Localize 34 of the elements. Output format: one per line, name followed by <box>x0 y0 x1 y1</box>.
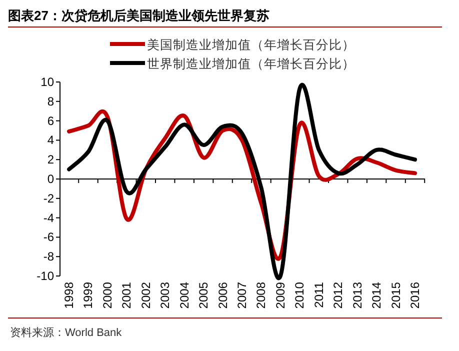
y-tick-label: 4 <box>47 133 54 148</box>
x-tick-label: 2008 <box>254 282 268 309</box>
y-tick-label: 2 <box>47 152 54 167</box>
x-tick-label: 2009 <box>273 282 288 309</box>
y-tick-label: -2 <box>43 191 54 206</box>
x-tick-label: 2013 <box>350 282 364 309</box>
x-tick-label: 2007 <box>235 282 249 309</box>
x-tick-label: 1999 <box>81 282 96 309</box>
x-tick-label: 2011 <box>312 282 326 308</box>
x-tick-label: 2010 <box>292 282 307 309</box>
x-tick-label: 2015 <box>388 282 403 309</box>
text: 资料来源：World Bank <box>10 326 122 339</box>
x-tick-label: 2003 <box>158 282 172 309</box>
x-tick-label: 1998 <box>62 282 76 309</box>
x-tick-label: 2001 <box>120 282 134 309</box>
chart-title: 图表27：次贷危机后美国制造业领先世界复苏 <box>8 8 270 23</box>
y-tick-label: 10 <box>40 75 54 89</box>
y-tick-label: 8 <box>47 94 54 108</box>
y-tick-label: -6 <box>43 230 54 244</box>
legend-label: 世界制造业增加值（年增长百分比） <box>147 57 355 71</box>
x-tick-label: 2006 <box>216 282 230 309</box>
y-tick-label: -10 <box>36 269 54 283</box>
y-tick-label: 6 <box>47 114 54 128</box>
x-tick-label: 2005 <box>196 282 211 309</box>
y-tick-label: -8 <box>43 250 54 264</box>
legend-label: 美国制造业增加值（年增长百分比） <box>147 37 355 52</box>
y-tick-label: -4 <box>43 210 54 225</box>
x-tick-label: 2004 <box>177 282 192 309</box>
x-tick-label: 2012 <box>331 282 346 309</box>
x-tick-label: 2016 <box>408 282 422 309</box>
x-tick-label: 2000 <box>100 282 114 309</box>
x-tick-label: 2014 <box>370 282 384 309</box>
x-tick-label: 2002 <box>138 282 153 309</box>
y-tick-label: 0 <box>47 172 54 186</box>
